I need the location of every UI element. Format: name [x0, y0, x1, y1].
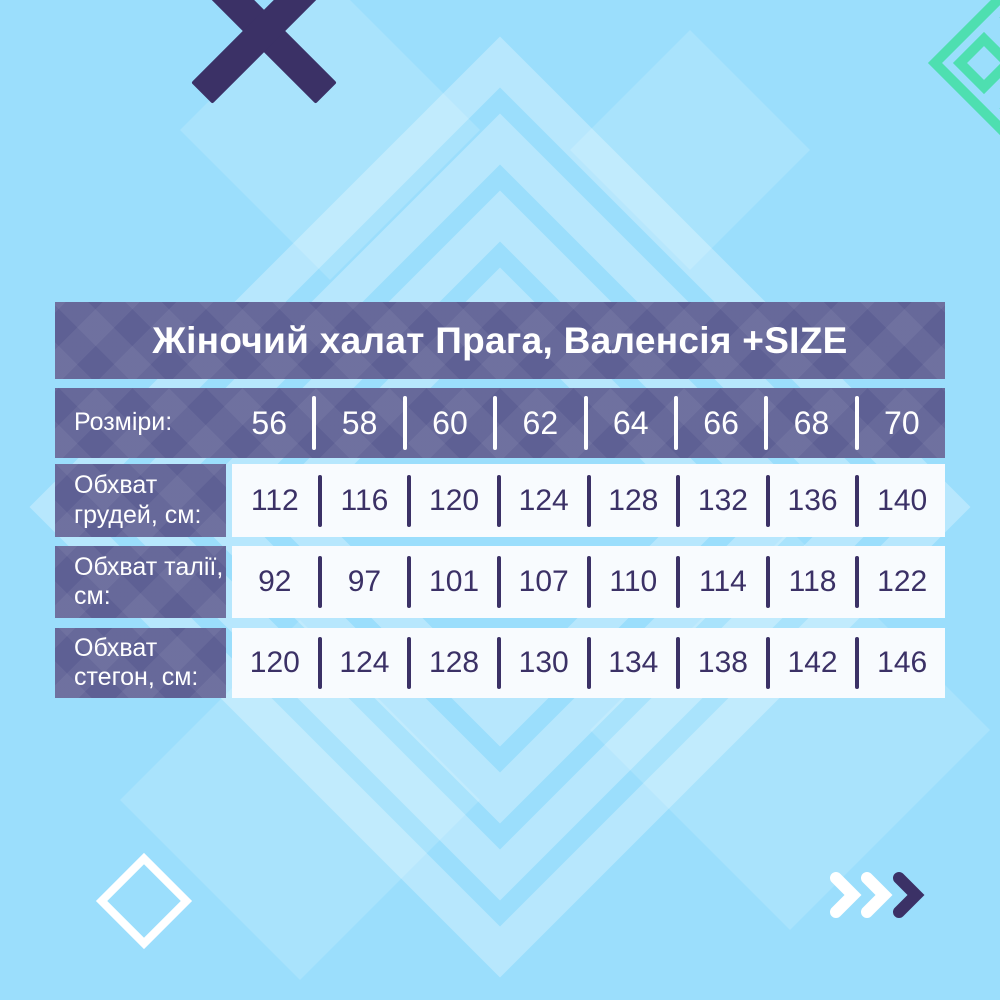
measurement-value: 101 — [429, 565, 480, 598]
divider — [855, 474, 860, 527]
divider — [496, 556, 501, 608]
divider — [676, 556, 681, 608]
measurement-value: 124 — [518, 483, 569, 517]
measurement-value: 140 — [877, 483, 928, 517]
divider — [317, 556, 322, 608]
size-value: 62 — [522, 404, 559, 441]
divider — [765, 637, 770, 689]
measurement-value: 134 — [608, 646, 659, 679]
measurement-value: 128 — [608, 483, 659, 517]
measurement-value: 92 — [258, 565, 292, 598]
measurement-value: 120 — [429, 483, 480, 517]
divider — [765, 556, 770, 608]
measurement-value: 132 — [697, 483, 748, 517]
divider — [312, 396, 317, 450]
measurement-value: 110 — [609, 565, 658, 598]
measurement-value: 138 — [697, 646, 748, 679]
measurement-value: 142 — [787, 646, 838, 679]
row-label: Обхват стегон, см: — [55, 628, 226, 698]
divider — [586, 556, 591, 608]
measurement-value: 114 — [699, 565, 747, 598]
measurement-value: 116 — [340, 483, 389, 517]
size-value: 56 — [251, 404, 287, 441]
divider — [317, 637, 322, 689]
divider — [402, 396, 407, 450]
table-row-chest: Обхват грудей, см: 112 116 120 124 128 1… — [55, 464, 945, 537]
nested-diamond-icon — [927, 0, 1000, 136]
divider — [764, 396, 769, 450]
measurement-value: 146 — [877, 646, 928, 679]
row-values-panel: 120 124 128 130 134 138 142 146 — [232, 628, 945, 698]
divider — [496, 637, 501, 689]
divider — [855, 637, 860, 689]
size-chart-table: Жіночий халат Прага, Валенсія +SIZE Розм… — [55, 300, 945, 700]
divider — [317, 474, 322, 527]
size-value: 66 — [703, 404, 739, 441]
measurement-value: 128 — [429, 646, 480, 679]
divider — [586, 474, 591, 527]
page-title: Жіночий халат Прага, Валенсія +SIZE — [152, 319, 848, 361]
measurement-value: 112 — [250, 483, 299, 517]
measurement-value: 124 — [339, 646, 390, 679]
divider — [854, 396, 859, 450]
divider — [673, 396, 678, 450]
table-row-hips: Обхват стегон, см: 120 124 128 130 134 1… — [55, 628, 945, 698]
divider — [407, 556, 412, 608]
row-label: Розміри: — [74, 408, 173, 437]
divider — [855, 556, 860, 608]
divider — [493, 396, 498, 450]
divider — [583, 396, 588, 450]
row-label: Обхват талії, см: — [55, 546, 226, 618]
measurement-value: 120 — [249, 646, 300, 679]
size-value: 70 — [884, 404, 920, 441]
divider — [586, 637, 591, 689]
triple-chevron-right-icon — [830, 872, 925, 918]
measurement-value: 122 — [877, 565, 928, 598]
measurement-value: 107 — [518, 565, 569, 598]
measurement-value: 118 — [788, 565, 837, 598]
table-header: Жіночий халат Прага, Валенсія +SIZE — [55, 302, 945, 379]
row-values-panel: 92 97 101 107 110 114 118 122 — [232, 546, 945, 618]
measurement-value: 130 — [518, 646, 569, 679]
measurement-value: 136 — [787, 483, 838, 517]
size-value: 58 — [341, 404, 378, 441]
divider — [407, 474, 412, 527]
divider — [765, 474, 770, 527]
table-row-sizes: Розміри: 56 58 60 62 64 66 68 70 — [55, 388, 945, 458]
size-value: 60 — [432, 404, 468, 441]
divider — [407, 637, 412, 689]
divider — [496, 474, 501, 527]
measurement-value: 97 — [347, 565, 382, 598]
size-value: 68 — [793, 404, 830, 441]
divider — [676, 637, 681, 689]
divider — [676, 474, 681, 527]
size-value: 64 — [612, 404, 649, 441]
row-label: Обхват грудей, см: — [55, 464, 226, 537]
table-row-waist: Обхват талії, см: 92 97 101 107 110 114 … — [55, 546, 945, 618]
row-values-panel: 112 116 120 124 128 132 136 140 — [232, 464, 945, 537]
cross-icon — [191, 0, 337, 104]
